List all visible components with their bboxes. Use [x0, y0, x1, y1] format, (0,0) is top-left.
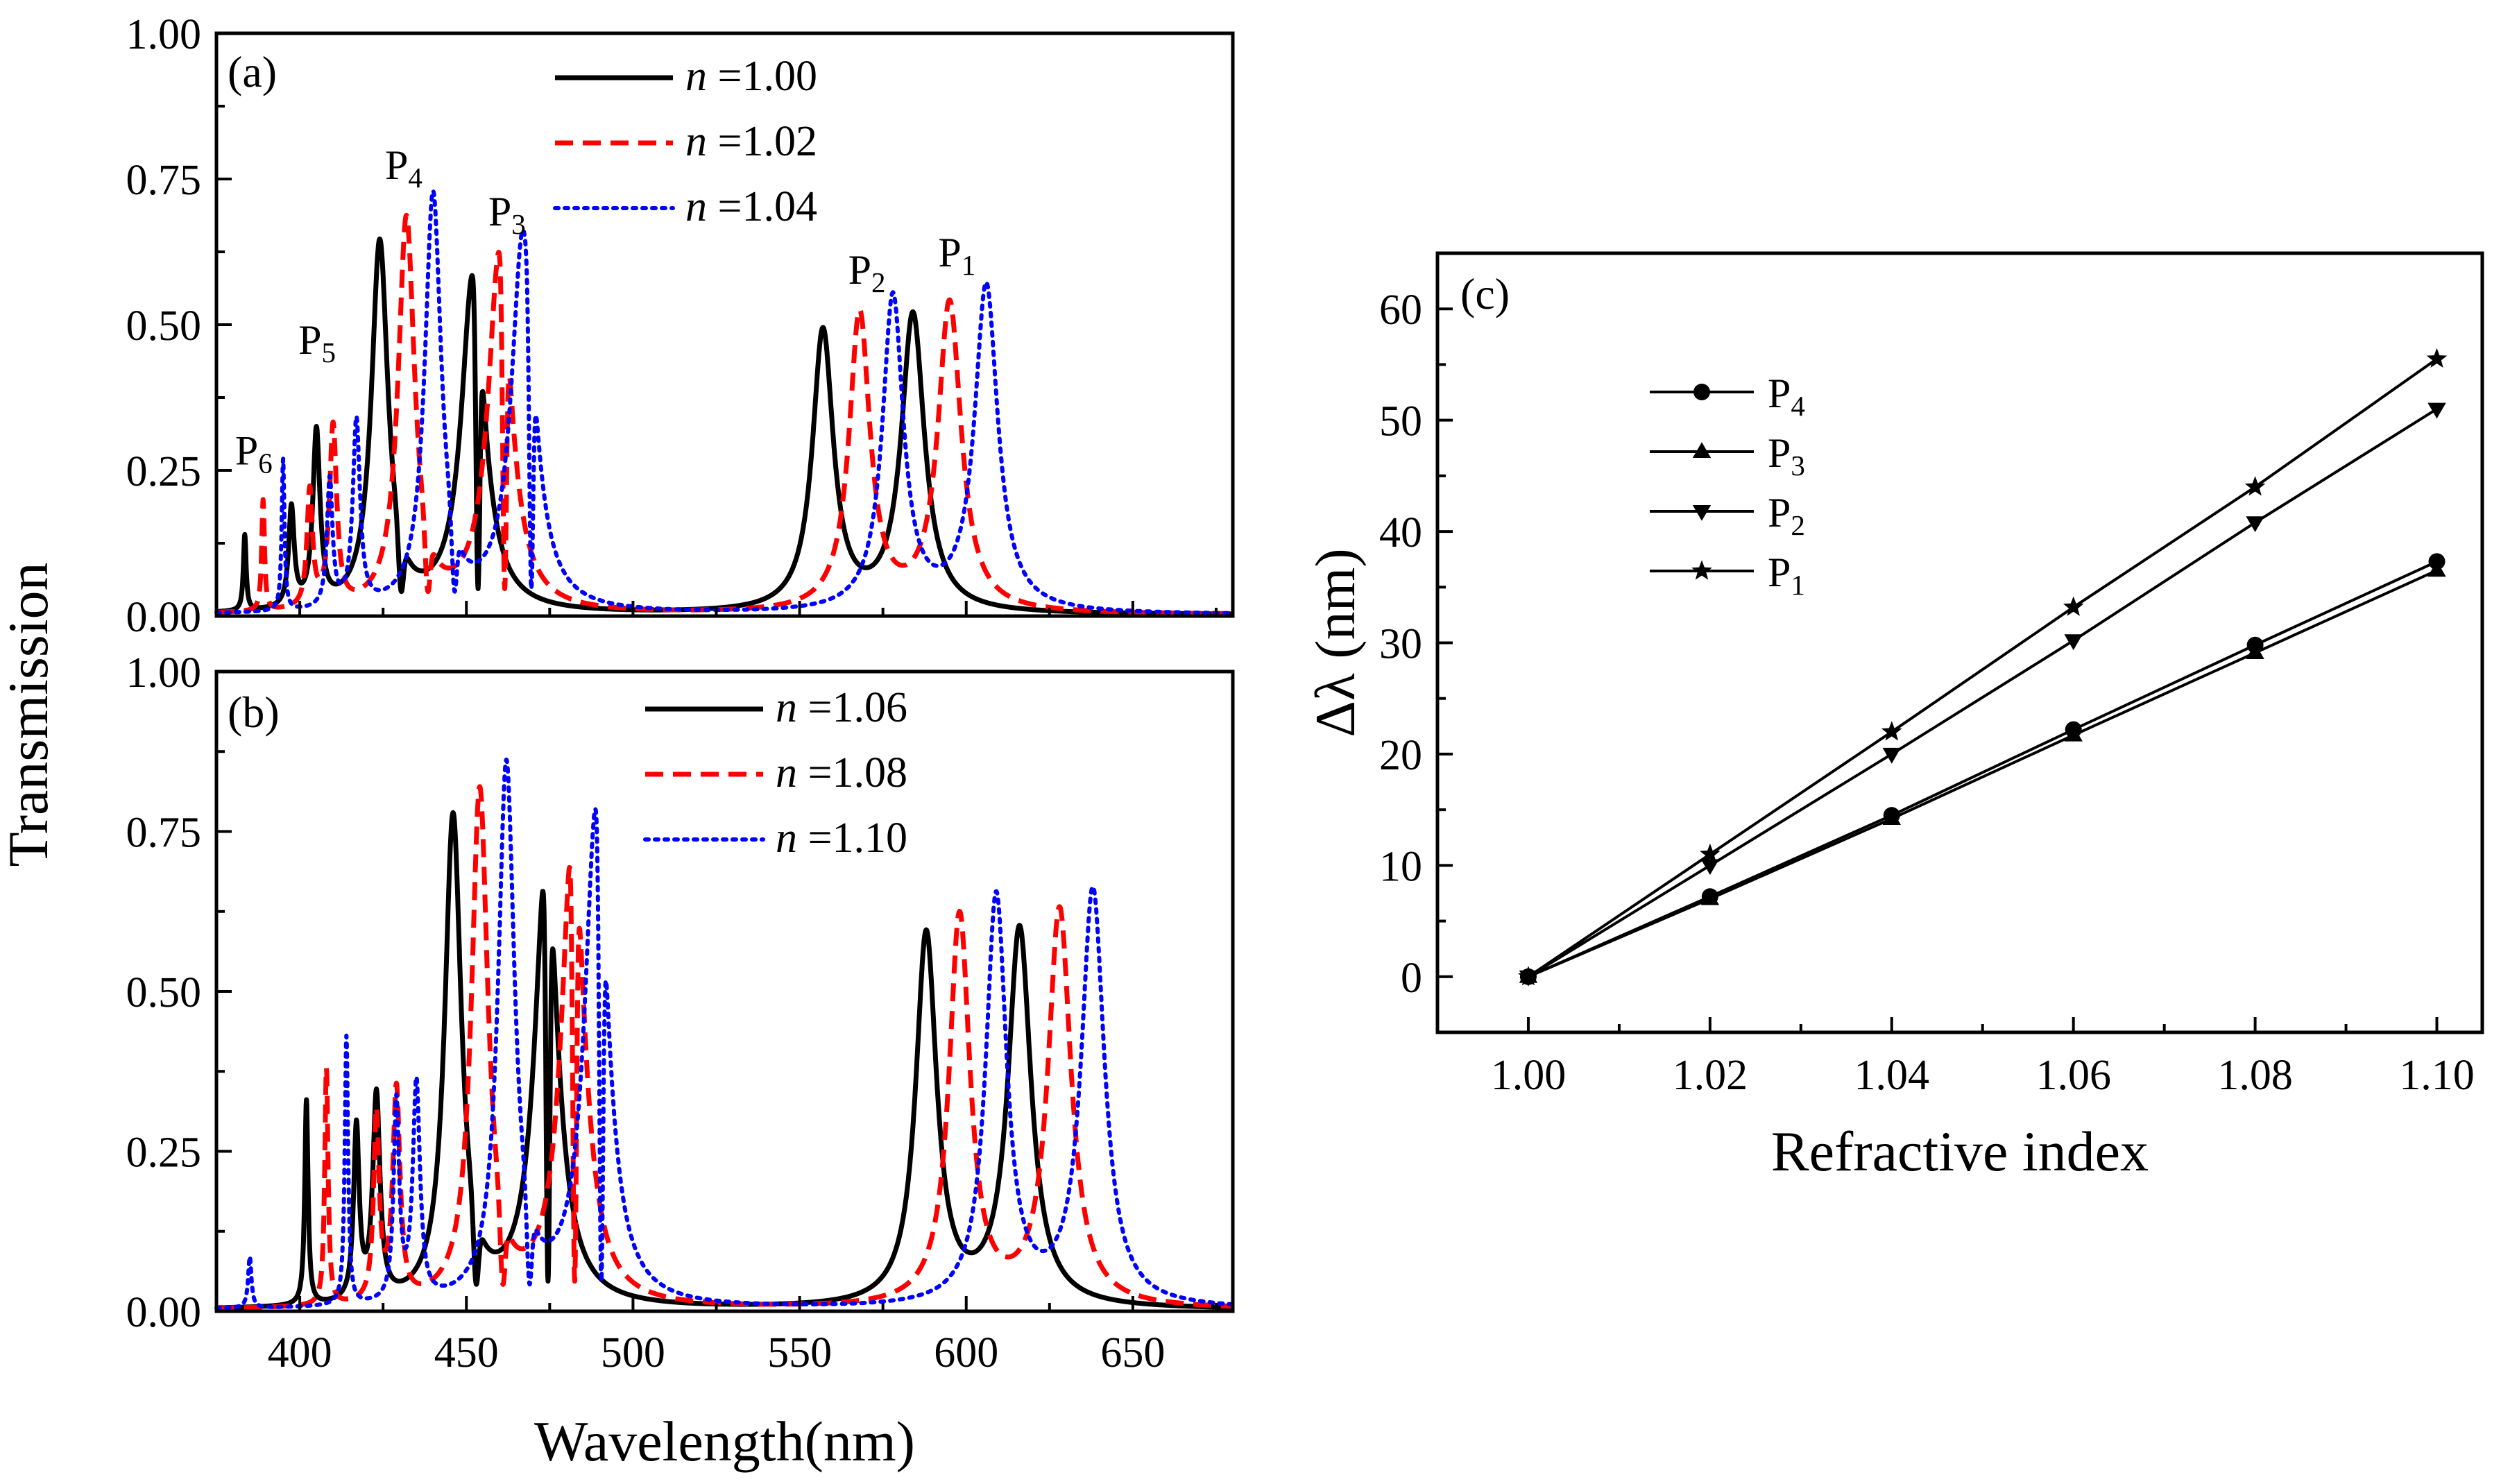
y-tick-label: 0	[1401, 955, 1422, 1002]
data-point-P3	[1882, 809, 1901, 825]
y-tick-label: 0.25	[126, 1129, 202, 1177]
data-point-P1	[2426, 348, 2448, 368]
data-point-P1	[2063, 596, 2084, 616]
data-point-P2	[2246, 516, 2264, 533]
data-point-P1	[1700, 843, 1721, 863]
legend-entry: P1	[1768, 549, 1805, 601]
series-line-n1.00	[214, 236, 1235, 617]
x-tick-label: 1.10	[2399, 1052, 2475, 1099]
panel-a-transmission-chart: 0.00 0.25 0.50 0.75 1.00 (a) n =1.00 n =1.02 n =…	[126, 11, 1235, 641]
series-line-n1.08	[214, 784, 1235, 1311]
y-tick-label: 50	[1379, 398, 1422, 445]
legend-entry: P3	[1768, 430, 1805, 481]
peak-label: P6	[235, 428, 273, 479]
peak-label: P1	[938, 230, 975, 281]
series-line-P4	[1528, 560, 2438, 978]
x-tick-label: 400	[268, 1329, 332, 1376]
data-point-P2	[1700, 859, 1720, 876]
legend-entry: n =1.10	[776, 815, 907, 862]
legend-entry: n =1.04	[685, 183, 817, 230]
data-point-P3	[2246, 643, 2264, 659]
x-tick-label: 1.00	[1491, 1052, 1567, 1099]
transmission-y-axis-label: Transmission	[0, 563, 60, 867]
series-line-n1.10	[214, 757, 1235, 1311]
legend-entry: n =1.06	[776, 684, 907, 731]
x-tick-label: 1.02	[1673, 1052, 1748, 1099]
y-tick-label: 1.00	[126, 11, 202, 58]
y-tick-label: 1.00	[126, 649, 202, 697]
y-tick-label: 0.00	[126, 1289, 202, 1336]
y-tick-label: 10	[1379, 843, 1422, 890]
data-point-P2	[1882, 747, 1901, 764]
panel-label: (c)	[1460, 269, 1510, 318]
x-tick-label: 550	[767, 1329, 832, 1376]
data-point-P3	[2427, 561, 2446, 577]
y-tick-label: 0.50	[126, 969, 202, 1016]
series-line-P3	[1528, 569, 2438, 978]
y-tick-label: 60	[1379, 287, 1422, 334]
data-point-P1	[2244, 476, 2266, 496]
panel-label: (b)	[228, 688, 280, 737]
plot-frame	[1435, 251, 2484, 1034]
data-point-P3	[2064, 725, 2083, 742]
panel-c-wavelength-shift-chart: 1.00 1.02 1.04 1.06 1.08 1.10 0 10 20 30 40 50 60 (c)…	[1304, 251, 2484, 1183]
data-point-P2	[2064, 634, 2083, 651]
peak-label: P4	[385, 142, 422, 194]
legend-marker	[1692, 442, 1712, 458]
x-tick-label: 650	[1100, 1329, 1165, 1376]
peak-label: P5	[298, 317, 336, 368]
legend-entry: n =1.02	[685, 118, 817, 165]
x-tick-label: 1.04	[1854, 1052, 1930, 1099]
series-line-n1.04	[214, 189, 1235, 615]
legend-entry: P2	[1768, 490, 1805, 541]
x-tick-label: 1.06	[2035, 1052, 2111, 1099]
data-point-P2	[2427, 402, 2446, 419]
y-tick-label: 0.25	[126, 448, 202, 495]
y-tick-label: 0.00	[126, 594, 202, 641]
legend-entry: n =1.00	[685, 53, 817, 100]
y-tick-label: 0.75	[126, 810, 202, 857]
y-tick-label: 40	[1379, 509, 1422, 556]
x-tick-label: 450	[434, 1329, 499, 1376]
panel-label: (a)	[228, 47, 277, 96]
data-point-P3	[1700, 889, 1720, 905]
y-tick-label: 20	[1379, 732, 1422, 779]
peak-label: P3	[488, 189, 526, 240]
y-axis-label: Δλ (nm)	[1304, 548, 1367, 737]
x-tick-label: 500	[601, 1329, 665, 1376]
x-tick-label: 600	[934, 1329, 998, 1376]
legend-entry: P4	[1768, 370, 1805, 422]
legend-entry: n =1.08	[776, 749, 907, 796]
legend-marker	[1693, 384, 1710, 400]
data-point-P1	[1518, 966, 1539, 986]
series-line-P1	[1527, 357, 2438, 978]
series-line-n1.06	[214, 810, 1235, 1311]
data-point-P1	[1881, 721, 1902, 741]
x-tick-label: 1.08	[2217, 1052, 2293, 1099]
legend-marker	[1692, 505, 1712, 521]
y-tick-label: 0.50	[126, 302, 202, 350]
x-axis-label: Refractive index	[1771, 1120, 2149, 1183]
x-axis-label: Wavelength(nm)	[534, 1410, 915, 1473]
y-tick-label: 30	[1379, 621, 1422, 668]
y-tick-label: 0.75	[126, 157, 202, 204]
legend-marker	[1691, 560, 1712, 580]
peak-label: P2	[848, 247, 886, 298]
panel-b-transmission-chart: 400 450 500 550 600 650 0.00 0.25 0.50 0.75 1.00 (b…	[126, 649, 1235, 1473]
series-line-P2	[1527, 407, 2438, 978]
